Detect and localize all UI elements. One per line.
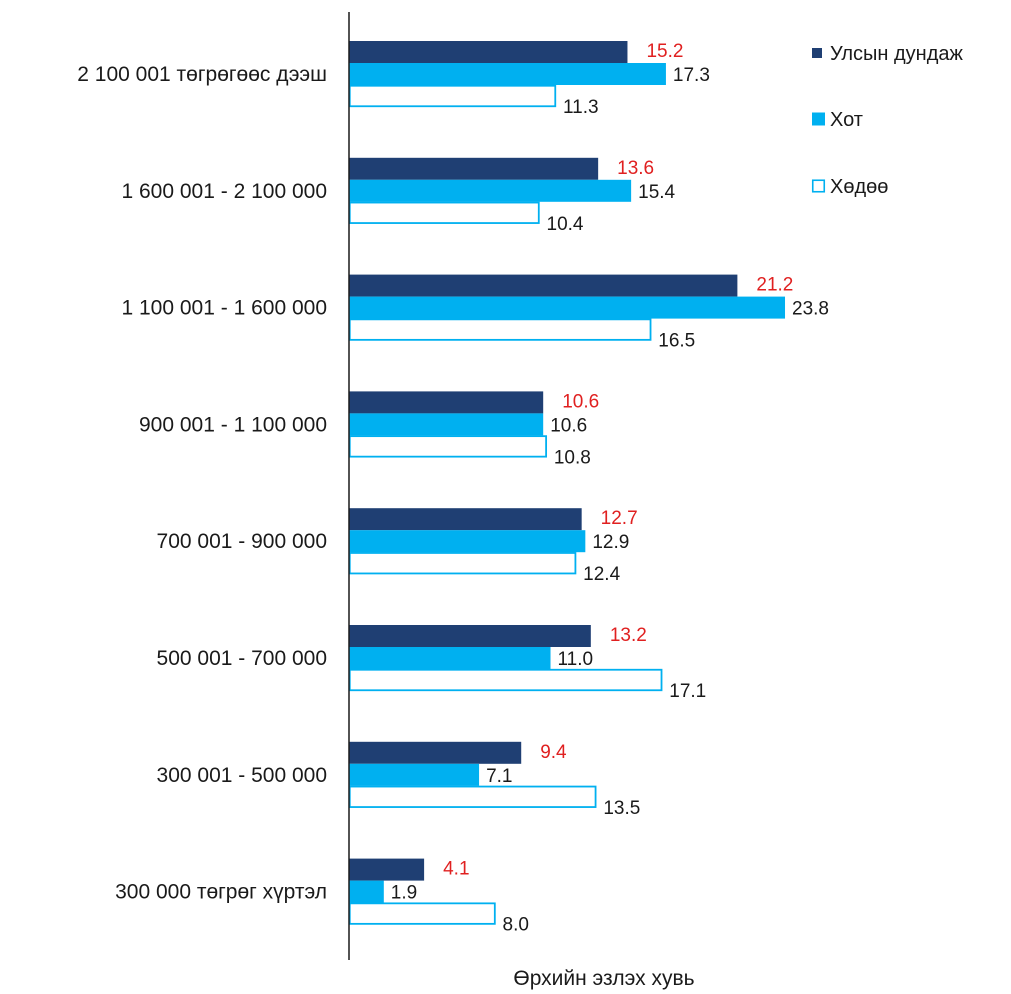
bar-rural xyxy=(348,552,577,575)
data-label: 4.1 xyxy=(443,859,469,880)
bar-rural xyxy=(348,318,652,341)
category-label: 2 100 001 төгрөгөөс дээш xyxy=(77,63,327,86)
data-label: 12.7 xyxy=(601,508,638,529)
data-label: 9.4 xyxy=(540,742,567,763)
bar-national xyxy=(349,391,544,414)
bar-rural xyxy=(348,435,548,458)
bar-urban xyxy=(349,63,666,85)
data-label: 15.2 xyxy=(646,41,683,62)
category-label: 300 001 - 500 000 xyxy=(157,764,327,787)
data-label: 12.4 xyxy=(583,564,620,585)
data-label: 10.4 xyxy=(547,214,584,235)
legend-swatch xyxy=(812,112,825,126)
category-label: 1 100 001 - 1 600 000 xyxy=(121,297,327,320)
legend-swatch xyxy=(811,179,826,193)
data-label: 15.4 xyxy=(638,182,675,203)
bar-rural xyxy=(348,84,557,108)
legend-label: Хөдөө xyxy=(830,176,888,198)
data-label: 16.5 xyxy=(658,331,695,352)
bar-rural xyxy=(348,902,496,925)
bars-layer xyxy=(348,41,786,925)
data-label: 17.1 xyxy=(669,681,706,702)
bar-national xyxy=(349,858,425,881)
x-axis-label: Өрхийн эзлэх хувь xyxy=(513,967,694,990)
data-label: 23.8 xyxy=(792,299,829,320)
data-label: 13.5 xyxy=(603,798,640,819)
bar-national xyxy=(349,274,738,297)
data-label: 1.9 xyxy=(391,883,417,904)
bar-national xyxy=(349,41,628,63)
bar-urban xyxy=(349,880,384,903)
bar-urban xyxy=(349,413,544,436)
data-label: 8.0 xyxy=(503,915,529,936)
legend-swatch xyxy=(812,48,822,58)
data-label: 10.6 xyxy=(550,415,587,436)
data-label: 12.9 xyxy=(592,532,629,553)
data-label: 10.8 xyxy=(554,447,591,468)
bar-urban xyxy=(349,296,786,319)
data-label: 7.1 xyxy=(486,766,512,787)
labels-layer: 2 100 001 төгрөгөөс дээш 15.2 17.3 11.3 1 60… xyxy=(77,41,829,936)
legend-label: Улсын дундаж xyxy=(830,43,964,65)
data-label: 13.6 xyxy=(617,158,654,179)
bar-rural xyxy=(348,668,663,692)
legend: Улсын дундаж Хот Хөдөө xyxy=(811,43,964,198)
category-label: 700 001 - 900 000 xyxy=(157,530,327,553)
data-label: 13.2 xyxy=(610,625,647,646)
bar-national xyxy=(349,157,599,180)
bar-national xyxy=(349,741,522,764)
category-label: 1 600 001 - 2 100 000 xyxy=(121,180,327,203)
legend-label: Хот xyxy=(830,109,863,131)
bar-urban xyxy=(349,763,480,786)
bar-rural xyxy=(348,785,597,808)
category-label: 900 001 - 1 100 000 xyxy=(139,413,327,436)
bar-national xyxy=(349,508,582,531)
bar-urban xyxy=(349,647,551,669)
data-label: 17.3 xyxy=(673,65,710,86)
data-label: 21.2 xyxy=(756,275,793,296)
bar-urban xyxy=(349,179,632,202)
category-label: 300 000 төгрөг хүртэл xyxy=(115,881,327,904)
data-label: 11.0 xyxy=(558,649,594,670)
bar-rural xyxy=(348,201,540,224)
data-label: 10.6 xyxy=(562,391,599,412)
bar-urban xyxy=(349,530,586,553)
data-label: 11.3 xyxy=(563,97,599,118)
bar-national xyxy=(349,625,591,647)
category-label: 500 001 - 700 000 xyxy=(157,647,327,670)
